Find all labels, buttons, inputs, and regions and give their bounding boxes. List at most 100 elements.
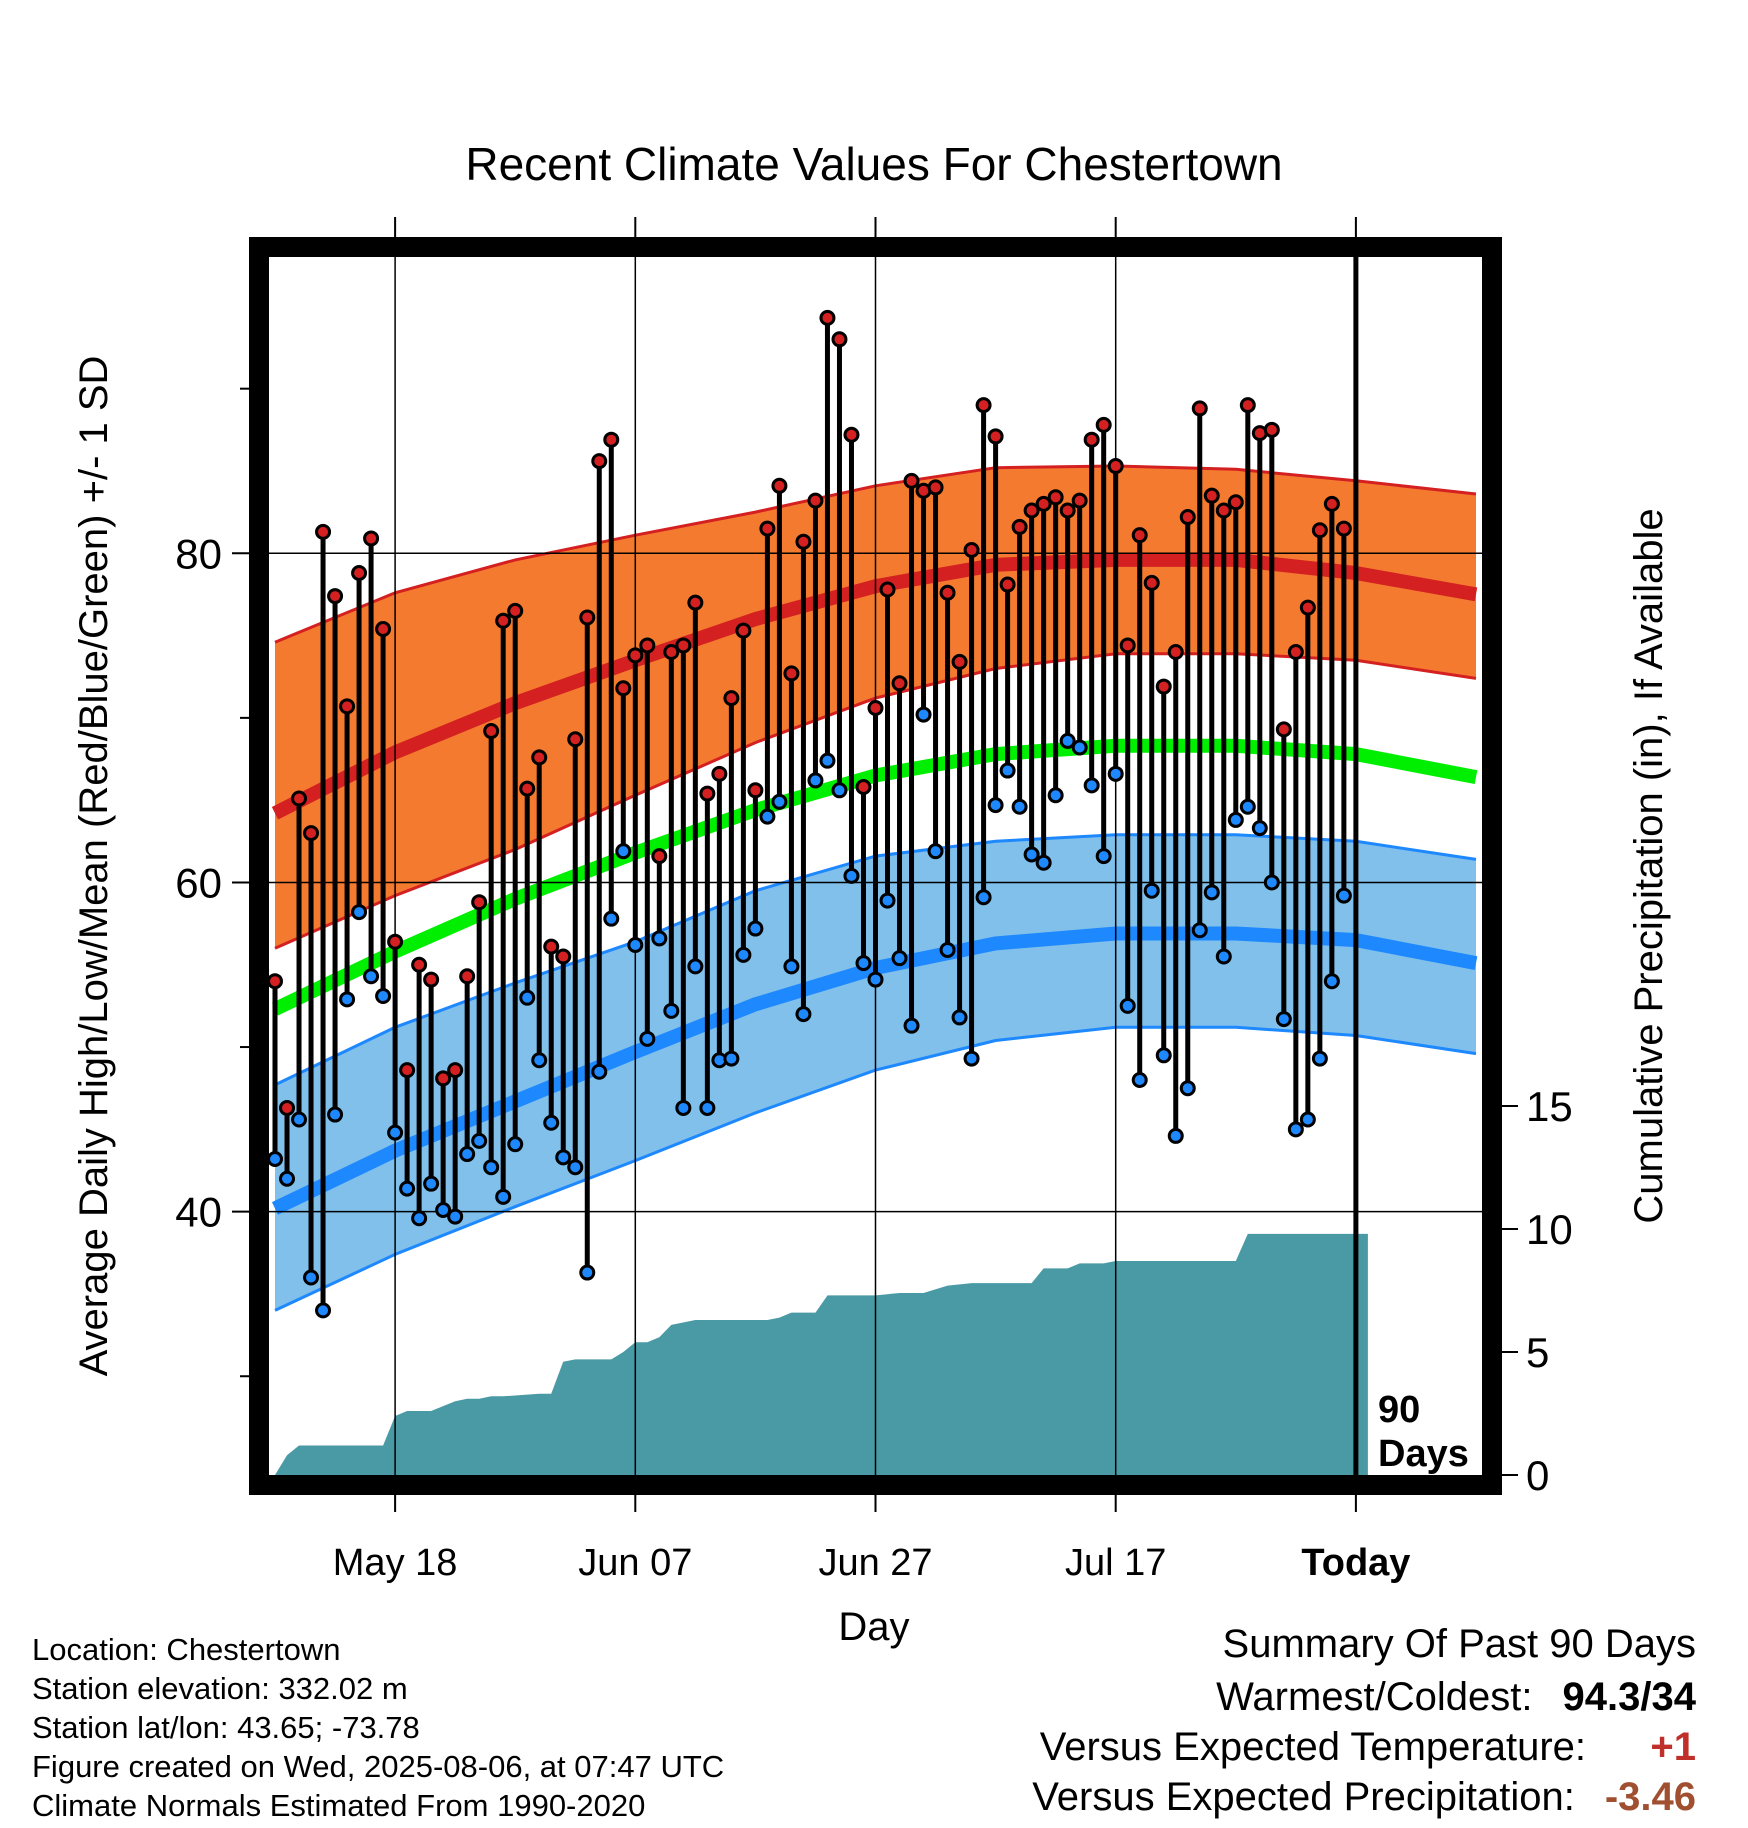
daily-low-point — [495, 1188, 512, 1205]
daily-high-point — [783, 665, 800, 682]
daily-high-point — [1179, 509, 1196, 526]
daily-low-point — [339, 991, 356, 1008]
daily-low-point — [915, 706, 932, 723]
daily-low-point — [927, 843, 944, 860]
daily-high-point — [591, 453, 608, 470]
daily-high-point — [1011, 518, 1028, 535]
daily-high-point — [375, 620, 392, 637]
daily-high-point — [423, 971, 440, 988]
daily-low-point — [1143, 882, 1160, 899]
temperature-value: +1 — [1650, 1725, 1696, 1769]
daily-low-point — [723, 1050, 740, 1067]
daily-high-point — [951, 653, 968, 670]
daily-high-point — [615, 680, 632, 697]
daily-high-point — [471, 894, 488, 911]
daily-low-point — [747, 920, 764, 937]
daily-high-point — [1083, 431, 1100, 448]
daily-low-point — [1119, 997, 1136, 1014]
daily-high-point — [1047, 489, 1064, 506]
daily-high-point — [1131, 527, 1148, 544]
daily-low-point — [843, 867, 860, 884]
daily-high-point — [1227, 494, 1244, 511]
daily-low-point — [963, 1050, 980, 1067]
x-tick-label: Jun 27 — [818, 1542, 932, 1584]
daily-low-point — [471, 1132, 488, 1149]
latlon-text: Station lat/lon: 43.65; -73.78 — [32, 1710, 420, 1745]
daily-high-point — [975, 397, 992, 414]
daily-low-point — [1251, 820, 1268, 837]
daily-high-point — [1119, 637, 1136, 654]
daily-high-point — [1143, 574, 1160, 591]
chart-title: Recent Climate Values For Chestertown — [465, 138, 1282, 190]
daily-low-point — [807, 772, 824, 789]
daily-high-point — [987, 428, 1004, 445]
daily-high-point — [747, 782, 764, 799]
daily-low-point — [1011, 798, 1028, 815]
summary-precipitation: Versus Expected Precipitation: -3.46 — [1032, 1775, 1696, 1820]
daily-high-point — [303, 825, 320, 842]
daily-low-point — [1239, 798, 1256, 815]
daily-high-point — [1071, 492, 1088, 509]
daily-high-point — [723, 690, 740, 707]
daily-low-point — [327, 1106, 344, 1123]
daily-high-point — [867, 699, 884, 716]
daily-low-point — [1323, 973, 1340, 990]
y-tick-label: 40 — [175, 1189, 222, 1236]
daily-high-point — [315, 523, 332, 540]
daily-low-point — [1335, 887, 1352, 904]
daily-high-point — [1311, 522, 1328, 539]
summary-temperature: Versus Expected Temperature: +1 — [1040, 1725, 1696, 1770]
daily-high-point — [291, 790, 308, 807]
x-axis-label: Day — [838, 1605, 909, 1649]
daily-low-point — [291, 1111, 308, 1128]
daily-low-point — [1131, 1071, 1148, 1088]
y-tick-label: 60 — [175, 859, 222, 906]
daily-low-point — [543, 1114, 560, 1131]
daily-high-point — [1263, 421, 1280, 438]
daily-low-point — [363, 968, 380, 985]
daily-low-point — [435, 1202, 452, 1219]
created-text: Figure created on Wed, 2025-08-06, at 07… — [32, 1749, 725, 1784]
daily-high-point — [807, 492, 824, 509]
daily-low-point — [675, 1099, 692, 1116]
x-tick-label: May 18 — [333, 1542, 458, 1584]
daily-low-point — [1083, 777, 1100, 794]
daily-low-point — [735, 946, 752, 963]
daily-high-point — [855, 778, 872, 795]
today-marker-line2: Days — [1378, 1433, 1469, 1475]
daily-low-point — [1215, 948, 1232, 965]
daily-low-point — [1227, 811, 1244, 828]
daily-high-point — [459, 968, 476, 985]
elevation-text: Station elevation: 332.02 m — [32, 1671, 408, 1706]
daily-low-point — [771, 793, 788, 810]
daily-high-point — [411, 956, 428, 973]
daily-high-point — [1335, 520, 1352, 537]
daily-low-point — [1059, 732, 1076, 749]
daily-low-point — [903, 1017, 920, 1034]
precipitation-value: -3.46 — [1604, 1775, 1696, 1819]
axes: 40 60 80 0 5 10 15 May 18 Jun 07 Jun 27 Jul 17 Toda… — [175, 217, 1573, 1584]
daily-low-point — [1191, 922, 1208, 939]
daily-low-point — [567, 1159, 584, 1176]
daily-low-point — [975, 889, 992, 906]
daily-high-point — [387, 933, 404, 950]
daily-low-point — [423, 1175, 440, 1192]
daily-high-point — [1287, 644, 1304, 661]
daily-low-point — [951, 1009, 968, 1026]
daily-low-point — [387, 1124, 404, 1141]
temperature-label: Versus Expected Temperature: — [1039, 1725, 1586, 1769]
precipitation-label: Versus Expected Precipitation: — [1032, 1775, 1575, 1819]
daily-high-point — [1035, 495, 1052, 512]
daily-high-point — [363, 530, 380, 547]
daily-high-point — [963, 541, 980, 558]
daily-low-point — [1071, 739, 1088, 756]
daily-high-point — [1155, 678, 1172, 695]
daily-high-point — [939, 584, 956, 601]
normals-period-text: Climate Normals Estimated From 1990-2020 — [32, 1788, 646, 1823]
daily-high-point — [579, 609, 596, 626]
daily-low-point — [603, 910, 620, 927]
daily-high-point — [651, 848, 668, 865]
daily-low-point — [819, 752, 836, 769]
daily-low-point — [1035, 854, 1052, 871]
